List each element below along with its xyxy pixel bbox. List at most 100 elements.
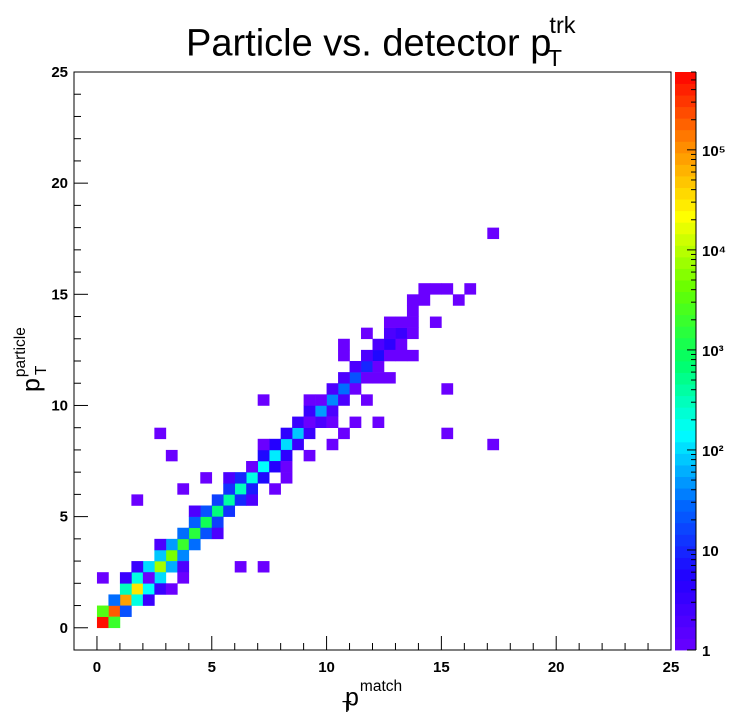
colorbar-segment [675, 372, 696, 385]
heatmap-cell [154, 572, 167, 584]
heatmap-cell [280, 427, 293, 440]
x-tick-label: 0 [93, 659, 101, 676]
x-axis: 0 5 10 15 20 25 [93, 636, 680, 676]
heatmap-cell [188, 516, 201, 529]
heatmap-cell [154, 561, 167, 573]
chart-title: Particle vs. detector ptrkT [186, 12, 576, 71]
heatmap-cell [292, 416, 304, 428]
x-tick-label: 25 [663, 659, 680, 676]
heatmap-cell [303, 405, 316, 417]
heatmap-cell [142, 572, 155, 584]
heatmap-cell [361, 349, 373, 362]
colorbar-segment [675, 580, 696, 593]
y-tick-label: 15 [51, 286, 68, 303]
heatmap-cell [406, 349, 419, 362]
heatmap-cell [372, 338, 385, 351]
colorbar-segment [675, 407, 696, 420]
heatmap-cell [280, 472, 293, 484]
heatmap-cell [200, 472, 213, 484]
y-axis-label: pparticle T [12, 327, 50, 392]
heatmap-cell [257, 449, 270, 462]
heatmap-cell [119, 583, 132, 595]
x-tick-label: 15 [433, 659, 450, 676]
colorbar-segment [675, 176, 696, 188]
heatmap-cell [303, 449, 316, 462]
heatmap-cell [119, 605, 132, 617]
y-axis: 0 5 10 15 20 25 [51, 64, 88, 637]
heatmap-cell [177, 538, 190, 551]
heatmap-cell [131, 494, 144, 506]
heatmap-cell [361, 361, 373, 373]
heatmap-cell [280, 461, 293, 473]
heatmap-cell [372, 349, 385, 362]
colorbar-segment [675, 233, 696, 246]
colorbar-segment [675, 95, 696, 108]
heatmap-cell [269, 449, 281, 462]
heatmap-cell [211, 516, 224, 529]
heatmap-cell [211, 527, 224, 540]
heatmap-cell [119, 572, 132, 584]
heatmap-cell [383, 372, 396, 384]
heatmap-cell [154, 583, 167, 595]
heatmap-cell [200, 505, 213, 517]
heatmap-cell [131, 594, 144, 606]
colorbar-segment [675, 72, 696, 84]
heatmap-cell [429, 316, 442, 328]
heatmap-cell [361, 372, 373, 384]
heatmap-cell [395, 349, 408, 362]
heatmap-cell [131, 572, 144, 584]
heatmap-cell [406, 305, 419, 317]
heatmap-cell [200, 527, 213, 540]
colorbar-segment [675, 384, 696, 397]
heatmap-cell [96, 616, 109, 629]
heatmap-cell [223, 472, 236, 484]
colorbar-segment [675, 453, 696, 466]
heatmap-cell [211, 494, 224, 506]
colorbar-segment [675, 603, 696, 616]
colorbar-segment [675, 418, 696, 431]
heatmap-cell [349, 383, 362, 395]
colorbar-segment [675, 337, 696, 350]
colorbar-segment [675, 441, 696, 454]
colorbar-segment [675, 106, 696, 119]
x-tick-label: 10 [318, 659, 335, 676]
colorbar-segment [675, 569, 696, 582]
heatmap-cell [361, 327, 373, 340]
heatmap-cell [303, 427, 316, 440]
heatmap-cell [349, 372, 362, 384]
heatmap-cell [154, 538, 167, 551]
heatmap-cell [383, 316, 396, 328]
heatmap-cell [234, 561, 247, 573]
colorbar-segment [675, 141, 696, 154]
heatmap-cell [406, 294, 419, 306]
heatmap-cell [177, 572, 190, 584]
heatmap-cells [96, 227, 500, 629]
heatmap-cell [246, 461, 258, 473]
heatmap-cell [292, 438, 304, 451]
heatmap-cell [487, 438, 500, 451]
colorbar-segment [675, 187, 696, 200]
y-tick-label: 5 [60, 509, 68, 526]
colorbar-segment [675, 152, 696, 165]
colorbar-segment [675, 545, 696, 558]
heatmap-cell [257, 394, 270, 406]
heatmap-cell [338, 349, 350, 362]
heatmap-cell [395, 338, 408, 351]
heatmap-cell [269, 483, 281, 495]
heatmap-cell [234, 472, 247, 484]
heatmap-cell [188, 527, 201, 540]
heatmap-cell [223, 494, 236, 506]
heatmap-cell [119, 594, 132, 606]
heatmap-cell [257, 461, 270, 473]
colorbar-segment [675, 499, 696, 512]
y-tick-label: 10 [51, 397, 68, 414]
heatmap-cell [177, 561, 190, 573]
y-tick-label: 20 [51, 175, 68, 192]
heatmap-cell [108, 605, 121, 617]
heatmap-cell [211, 505, 224, 517]
colorbar-segment [675, 268, 696, 281]
heatmap-cell [165, 538, 178, 551]
heatmap-cell [361, 394, 373, 406]
colorbar-segment [675, 303, 696, 316]
